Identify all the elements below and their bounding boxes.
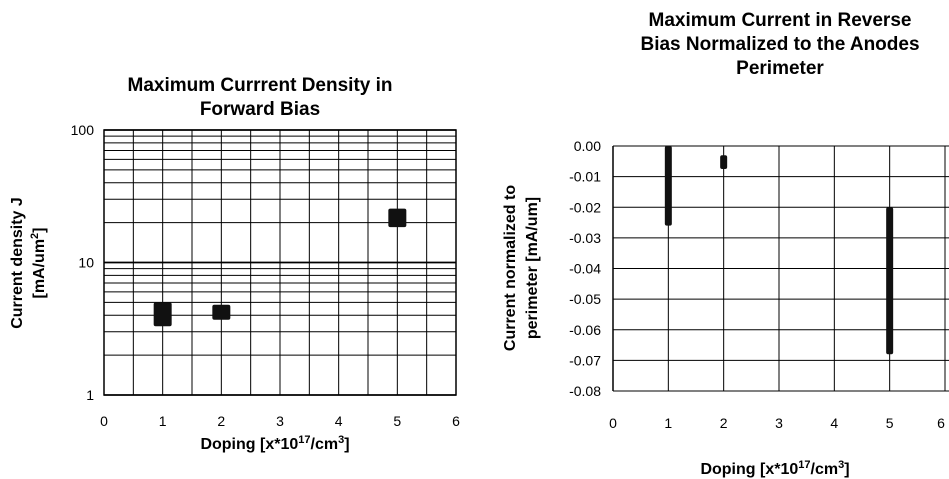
left-y-tick-label: 100	[71, 122, 95, 138]
right-x-tick-label: 6	[937, 415, 945, 431]
right-y-tick-label: -0.03	[569, 230, 601, 246]
right-data-point	[664, 146, 672, 226]
right-y-tick-label: -0.06	[569, 322, 601, 338]
right-x-tick-label: 5	[886, 415, 894, 431]
right-data-point	[886, 207, 894, 355]
left-data-point	[153, 302, 172, 327]
left-y-tick-label: 10	[78, 255, 94, 271]
right-y-axis-label-line-2: perimeter [mA/um]	[524, 197, 541, 339]
left-y-axis-label-line-1: Current density J	[9, 197, 26, 329]
right-data-point	[720, 155, 728, 169]
left-y-axis-label-line-2: [mA/um2]	[29, 227, 48, 298]
left-x-tick-label: 3	[276, 413, 284, 429]
right-title-line-2: Bias Normalized to the Anodes	[640, 34, 920, 55]
right-y-tick-label: -0.05	[569, 291, 601, 307]
left-x-tick-label: 4	[335, 413, 343, 429]
right-x-tick-label: 3	[775, 415, 783, 431]
right-y-axis-label-line-1: Current normalized to	[502, 185, 519, 351]
right-chart: 0.00 -0.01 -0.02 -0.03 -0.04 -0.05 -0.06 -0.07 -…	[569, 138, 949, 431]
right-y-tick-label: -0.01	[569, 169, 601, 185]
right-title-line-3: Perimeter	[736, 58, 824, 79]
right-x-axis-label: Doping [x*1017/cm3]	[700, 459, 849, 478]
right-y-tick-label: -0.04	[569, 261, 601, 277]
left-x-tick-label: 5	[393, 413, 401, 429]
right-x-tick-label: 4	[830, 415, 838, 431]
left-y-tick-label: 1	[86, 387, 94, 403]
right-y-tick-label: 0.00	[574, 138, 601, 154]
left-title-line-1: Maximum Currrent Density in	[127, 75, 393, 96]
left-data-point	[388, 208, 407, 228]
right-chart-title: Maximum Current in Reverse Bias Normaliz…	[560, 9, 949, 81]
right-x-tick-label: 2	[720, 415, 728, 431]
right-y-tick-label: -0.02	[569, 199, 601, 215]
left-x-tick-label: 0	[100, 413, 108, 429]
right-x-tick-label: 0	[609, 415, 617, 431]
right-x-tick-label: 1	[664, 415, 672, 431]
left-title-line-2: Forward Bias	[199, 99, 321, 120]
right-y-tick-label: -0.07	[569, 352, 601, 368]
left-x-tick-label: 2	[217, 413, 225, 429]
right-title-line-1: Maximum Current in Reverse	[648, 10, 912, 31]
left-x-tick-label: 1	[159, 413, 167, 429]
left-data-point	[212, 304, 231, 320]
right-y-tick-label: -0.08	[569, 383, 601, 399]
left-x-axis-label: Doping [x*1017/cm3]	[200, 434, 349, 453]
left-plot-frame	[103, 129, 457, 396]
left-chart-title: Maximum Currrent Density in Forward Bias	[60, 74, 460, 122]
left-x-tick-label: 6	[452, 413, 460, 429]
